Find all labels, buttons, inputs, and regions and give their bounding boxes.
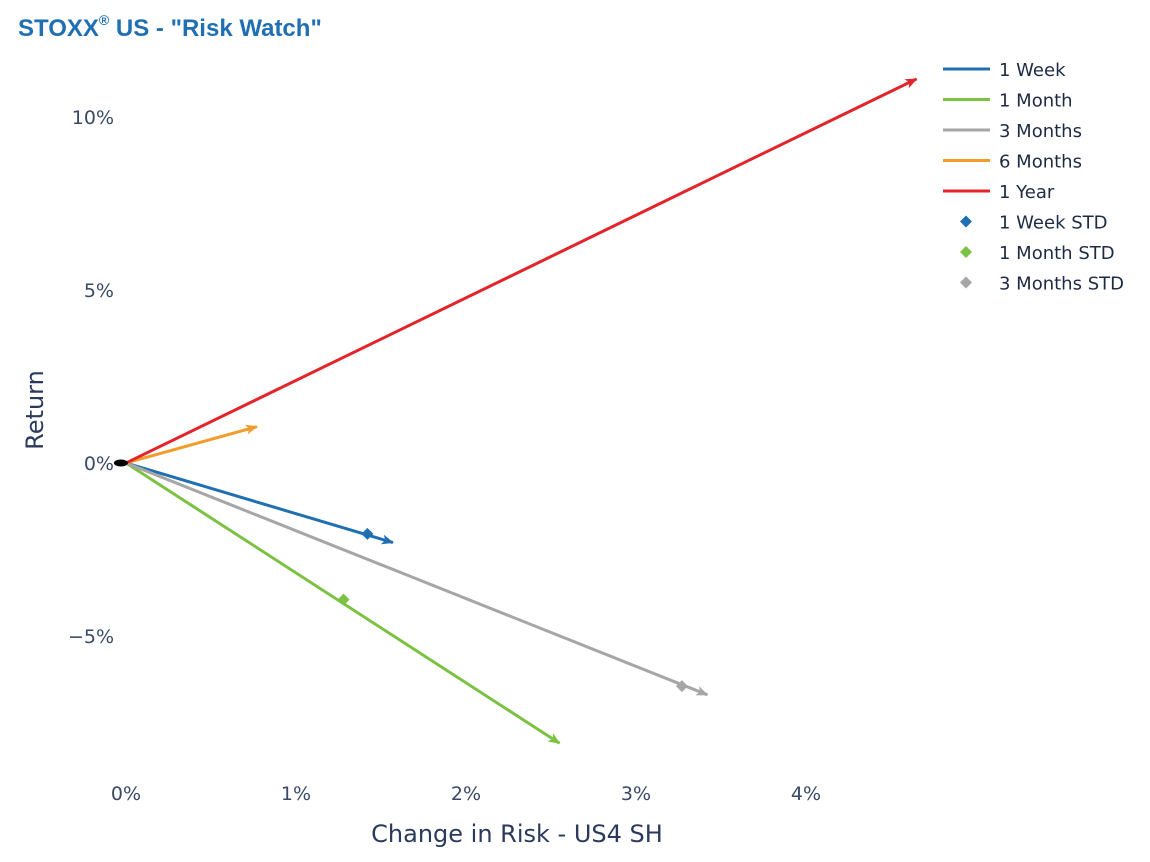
series-line-6-months: [125, 424, 258, 465]
legend-label: 1 Month: [999, 91, 1073, 112]
series-lines: [113, 77, 918, 745]
legend-diamond: [960, 215, 972, 228]
chart-title-prefix: STOXX: [18, 15, 99, 42]
series-line-1-year: [125, 77, 918, 465]
y-tick-label: 0%: [84, 453, 114, 475]
chart-title-suffix: US - "Risk Watch": [109, 15, 322, 42]
legend-label: 6 Months: [999, 152, 1082, 173]
origin-marker: [113, 459, 128, 467]
x-tick-label: 2%: [451, 783, 481, 805]
legend-label: 1 Month STD: [999, 243, 1115, 264]
registered-mark: ®: [98, 12, 110, 28]
legend-diamond: [960, 276, 972, 289]
legend-label: 1 Week STD: [999, 213, 1108, 234]
x-axis-ticks: 0% 1% 2% 3% 4%: [111, 783, 821, 805]
std-marker-1-month-std: [337, 593, 350, 606]
y-tick-label: 5%: [84, 280, 114, 302]
series-line-3-months: [125, 461, 709, 697]
series-line-1-week: [125, 461, 394, 545]
x-axis-title: Change in Risk - US4 SH: [371, 820, 663, 848]
y-axis-title: Return: [21, 370, 49, 450]
std-marker-3-months-std: [675, 680, 688, 693]
x-tick-label: 1%: [281, 783, 311, 805]
x-tick-label: 4%: [791, 783, 821, 805]
legend-label: 1 Year: [999, 182, 1055, 203]
legend-label: 3 Months: [999, 121, 1082, 142]
legend-diamond: [960, 246, 972, 258]
y-axis-ticks: 10% 5% 0% −5%: [68, 107, 114, 648]
legend: 1 Week 1 Month 3 Months 6 Months 1 Year 1 Wee…: [943, 60, 1124, 295]
chart-title: STOXX® US - "Risk Watch": [18, 12, 322, 43]
std-marker-1-week-std: [361, 527, 374, 540]
legend-label: 1 Week: [999, 60, 1066, 81]
y-tick-label: 10%: [72, 107, 114, 129]
x-tick-label: 0%: [111, 783, 141, 805]
y-tick-label: −5%: [68, 626, 114, 648]
std-markers: [337, 527, 688, 693]
legend-label: 3 Months STD: [999, 274, 1124, 295]
x-tick-label: 3%: [621, 783, 651, 805]
